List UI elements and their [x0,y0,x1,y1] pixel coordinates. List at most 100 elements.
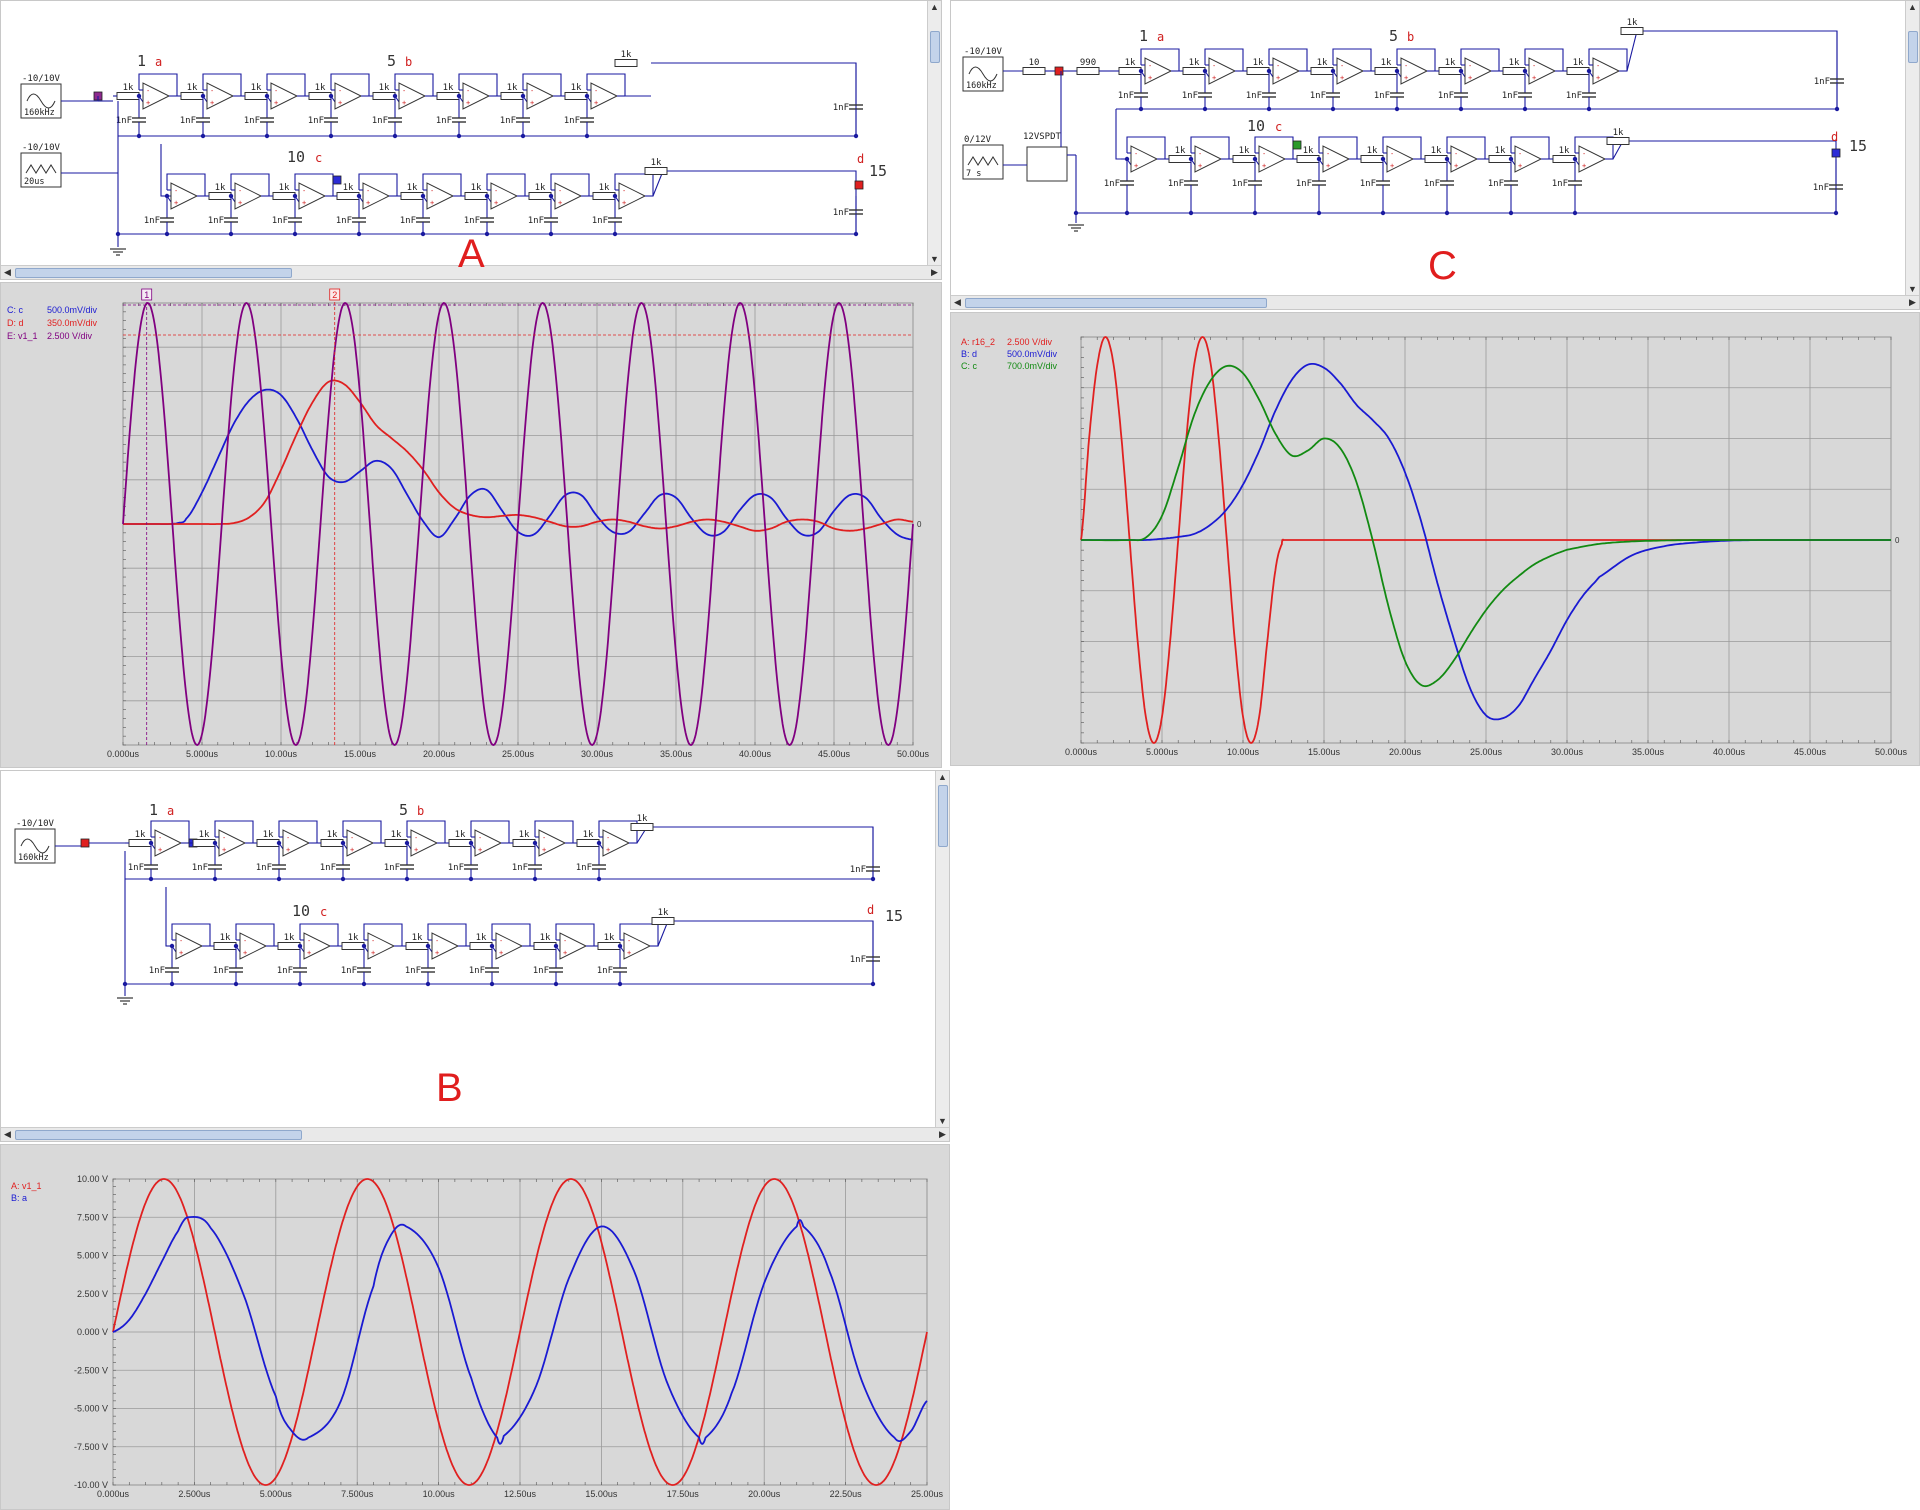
op-amp-plus: + [307,949,311,957]
capacitor-label: 1nF [372,116,388,126]
scroll-up-icon[interactable]: ▲ [1908,2,1917,12]
resistor [1374,67,1398,75]
resistor-label: 1k [637,814,648,824]
x-tick-label: 5.000us [1146,747,1179,757]
op-amp-minus: - [594,87,598,95]
zero-marker-label: 0 [917,520,922,529]
scroll-down-icon[interactable]: ▼ [938,1116,947,1126]
probe-c-marker [332,175,342,185]
schematic-c-vertical-scrollbar[interactable]: ▲ ▼ [1905,1,1919,296]
op-amp-plus: + [1454,162,1458,170]
y-tick-label: -5.000 V [74,1404,108,1414]
capacitor-label: 1nF [336,216,352,226]
scroll-down-icon[interactable]: ▼ [1908,284,1917,294]
wire [1332,70,1338,78]
op-amp-minus: - [1390,150,1394,158]
resistor [213,942,237,950]
scroll-right-icon[interactable]: ▶ [1909,297,1916,307]
x-tick-label: 12.50us [504,1489,537,1499]
scroll-left-icon[interactable]: ◀ [4,267,11,277]
scroll-thumb[interactable] [930,31,940,63]
scroll-thumb[interactable] [965,298,1267,308]
op-amp-plus: + [478,846,482,854]
oscilloscope-plot-b[interactable]: 0.000us 2.500us 5.000us 7.500us 10.00us 12.50… [1,1145,949,1509]
capacitor-label: 1nF [192,863,208,873]
scroll-right-icon[interactable]: ▶ [939,1129,946,1139]
probe-letter: c [1275,120,1282,134]
wire [278,842,284,850]
scroll-down-icon[interactable]: ▼ [930,254,939,264]
schematic-a-vertical-scrollbar[interactable]: ▲ ▼ [927,1,941,266]
op-amp-minus: - [222,834,226,842]
wire [491,945,497,953]
op-amp-icon [154,829,183,857]
source-amplitude-label: -10/10V [22,143,61,153]
wire [1115,117,1121,160]
schematic-c-horizontal-scrollbar[interactable]: ◀ ▶ [951,295,1919,309]
schematic-b-horizontal-scrollbar[interactable]: ◀ ▶ [1,1127,949,1141]
resistor-label: 990 [1080,58,1096,68]
oscilloscope-plot-a[interactable]: 0.000us 5.000us 10.00us 15.00us 20.00us 25.00… [1,283,941,767]
resistor-label: 1k [1445,58,1456,68]
scroll-left-icon[interactable]: ◀ [954,297,961,307]
capacitor-label: 1nF [116,116,132,126]
op-amp-minus: - [366,187,370,195]
scroll-thumb[interactable] [15,268,292,278]
capacitor-label: 1nF [272,216,288,226]
schematic-a-horizontal-scrollbar[interactable]: ◀ ▶ [1,265,941,279]
wire [160,144,171,197]
scroll-right-icon[interactable]: ▶ [931,267,938,277]
op-amp-icon [1194,145,1223,173]
capacitor-label: 1nF [277,966,293,976]
op-amp-minus: - [1326,150,1330,158]
schematic-panel-a: -10/10V 160kHz -10/10V 20us 1k 1nF - +1 a 1k 1nF - +… [0,0,942,280]
probe-b-marker [1831,148,1841,158]
op-amp-plus: + [1404,74,1408,82]
capacitor-label: 1nF [833,103,849,113]
op-amp-minus: - [1212,62,1216,70]
op-amp-plus: + [1390,162,1394,170]
op-amp-minus: - [499,937,503,945]
capacitor-label: 1nF [512,863,528,873]
op-amp-icon [538,829,567,857]
op-amp-plus: + [1134,162,1138,170]
resistor [336,192,360,200]
resistor [614,59,638,67]
op-amp-minus: - [243,937,247,945]
capacitor-label: 1nF [308,116,324,126]
op-amp-plus: + [158,846,162,854]
op-amp-minus: - [627,937,631,945]
resistor [1438,67,1462,75]
op-amp-minus: - [606,834,610,842]
op-amp-icon [1400,57,1429,85]
resistor-label: 1k [540,933,551,943]
op-amp-icon [170,182,199,210]
capacitor-label: 1nF [1310,91,1326,101]
wire [214,842,220,850]
legend-entry-name: C: c [961,361,978,371]
op-amp-icon [298,182,327,210]
x-tick-label: 5.000us [186,749,219,759]
scroll-up-icon[interactable]: ▲ [938,772,947,782]
resistor-label: 1k [571,83,582,93]
scroll-left-icon[interactable]: ◀ [4,1129,11,1139]
resistor-label: 1k [455,830,466,840]
scroll-thumb[interactable] [1908,31,1918,63]
resistor-label: 1k [123,83,134,93]
legend-entry-scale: 350.0mV/div [47,318,98,328]
schematic-b-vertical-scrollbar[interactable]: ▲ ▼ [935,771,949,1128]
capacitor-label: 1nF [833,208,849,218]
capacitor-label: 1nF [1246,91,1262,101]
scroll-up-icon[interactable]: ▲ [930,2,939,12]
resistor [592,192,616,200]
scroll-thumb[interactable] [938,785,948,847]
op-amp-plus: + [222,846,226,854]
oscilloscope-plot-c[interactable]: 0.000us 5.000us 10.00us 15.00us 20.00us 25.00… [951,313,1919,765]
x-tick-label: 45.00us [1794,747,1827,757]
op-amp-icon [362,182,391,210]
op-amp-minus: - [146,87,150,95]
scroll-thumb[interactable] [15,1130,302,1140]
wire [657,920,874,984]
wire [1626,30,1838,109]
wire [166,195,172,203]
